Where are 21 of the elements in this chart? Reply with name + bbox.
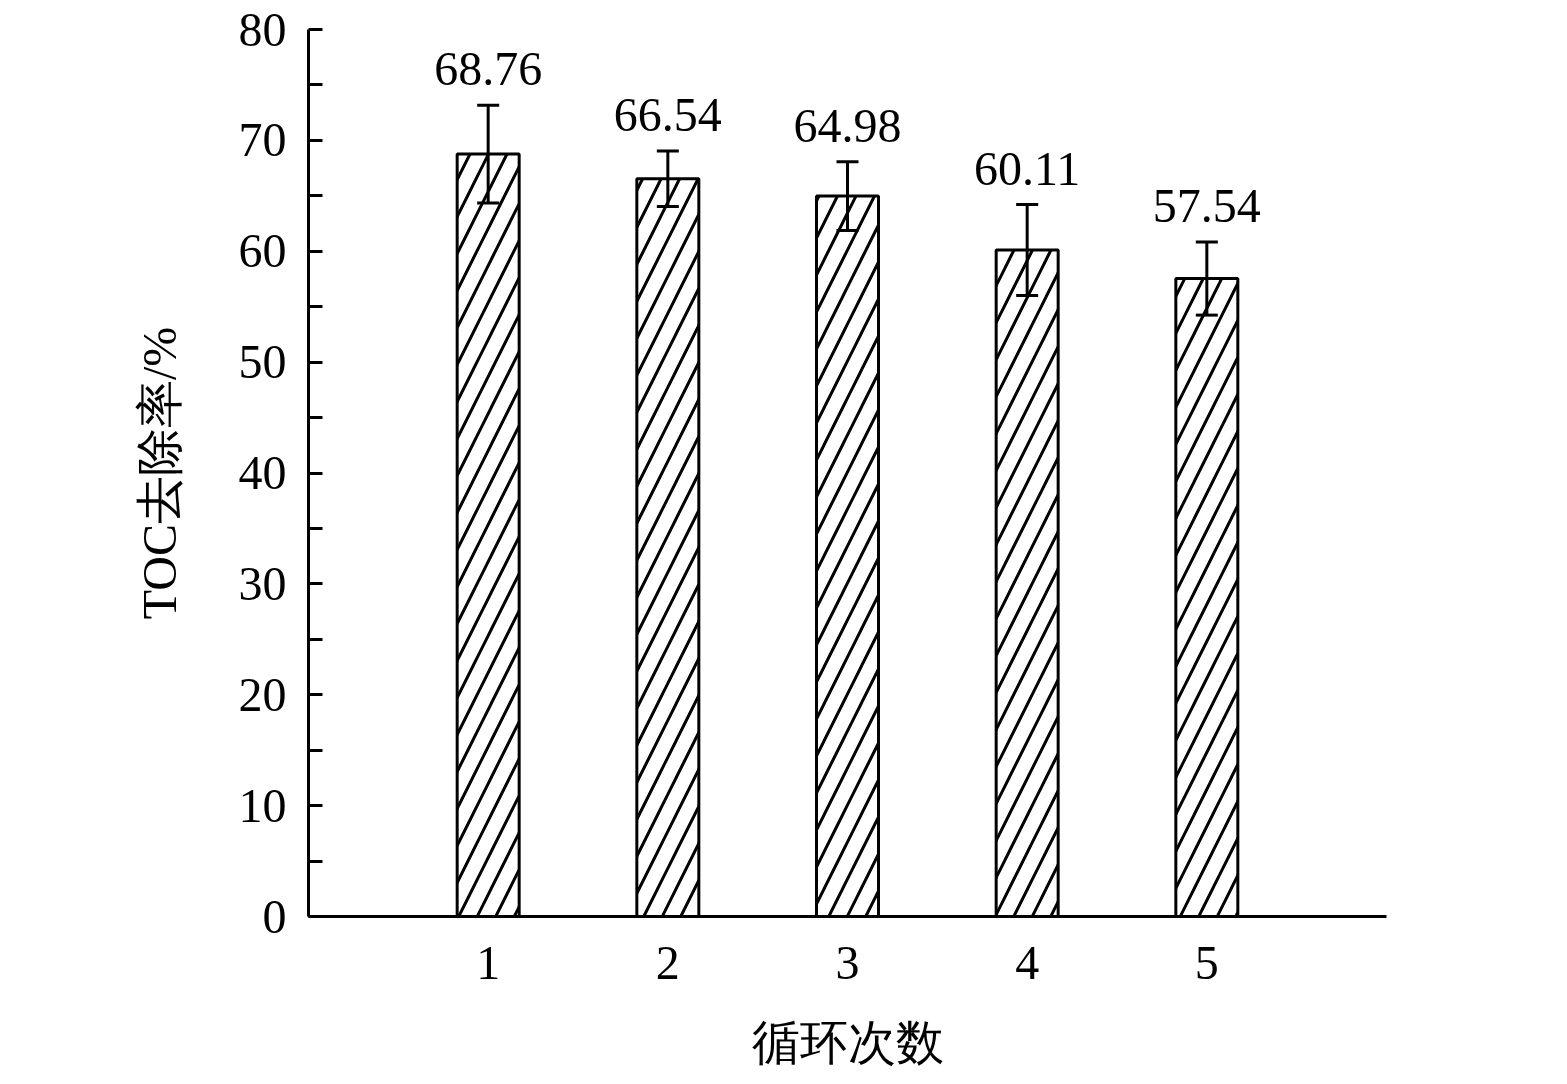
x-tick-label: 2 xyxy=(655,935,680,989)
y-tick-label: 10 xyxy=(238,778,287,832)
x-axis-title: 循环次数 xyxy=(751,1015,944,1069)
data-label: 64.98 xyxy=(793,98,902,152)
y-tick-label: 50 xyxy=(238,335,287,389)
y-axis-title: TOC去除率/% xyxy=(132,326,186,620)
y-tick-label: 70 xyxy=(238,113,287,167)
x-tick-label: 5 xyxy=(1194,935,1219,989)
y-tick-label: 40 xyxy=(238,446,287,499)
y-tick-label: 0 xyxy=(262,889,287,943)
y-tick-label: 30 xyxy=(238,556,287,610)
y-tick-label: 80 xyxy=(238,2,287,56)
data-label: 60.11 xyxy=(974,141,1081,195)
y-tick-label: 60 xyxy=(238,224,287,278)
x-tick-label: 1 xyxy=(476,935,501,989)
x-tick-label: 3 xyxy=(835,935,860,989)
data-label: 68.76 xyxy=(434,42,543,96)
x-tick-label: 4 xyxy=(1015,935,1040,989)
data-label: 57.54 xyxy=(1152,178,1261,232)
y-tick-label: 20 xyxy=(238,667,287,721)
data-label: 66.54 xyxy=(613,88,722,142)
